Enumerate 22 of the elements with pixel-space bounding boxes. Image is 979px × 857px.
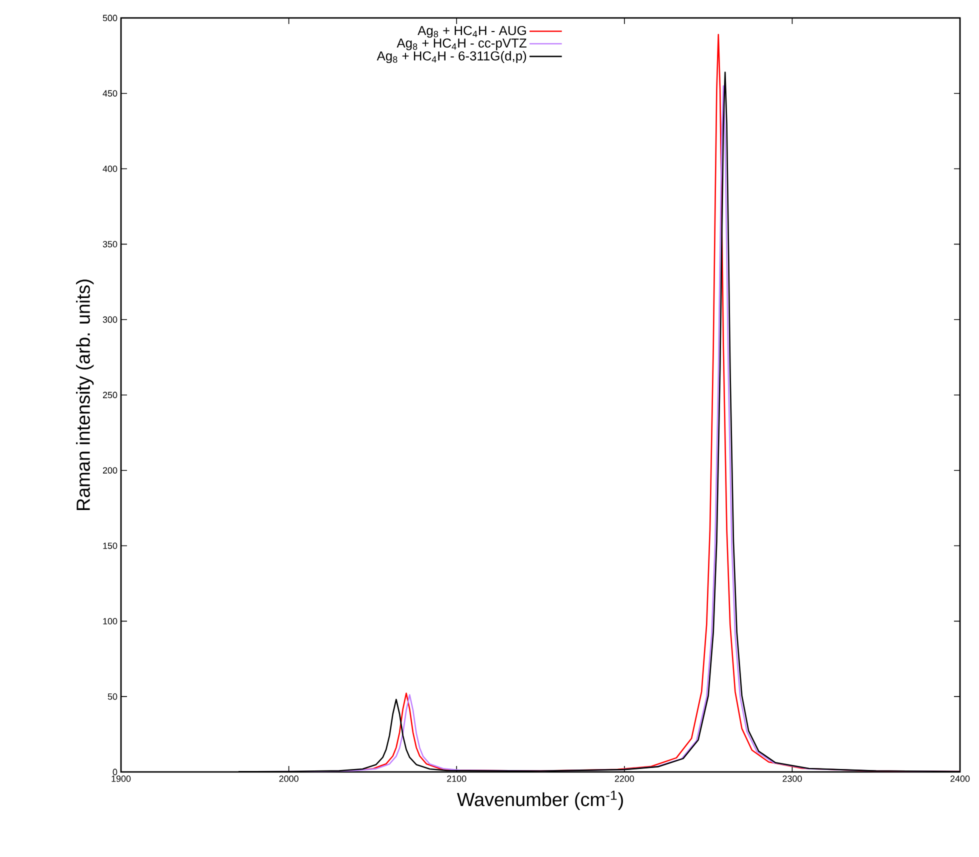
y-tick-label: 250 <box>102 392 118 398</box>
x-tick-label: 2100 <box>447 776 466 782</box>
y-tick-label: 150 <box>103 542 118 549</box>
y-tick-label: 400 <box>102 166 118 172</box>
y-axis-title: Raman intensity (arb. units) <box>76 280 94 510</box>
legend-label: Ag$_{8}$ + HC$_{4}$H - cc-pVTZ <box>396 38 526 50</box>
y-tick-label: 500 <box>102 14 118 22</box>
y-tick-label: 50 <box>108 693 118 700</box>
x-tick-label: 2000 <box>279 776 298 782</box>
y-tick-label: 350 <box>102 241 118 248</box>
y-tick-label: 450 <box>102 90 118 97</box>
y-tick-label: 300 <box>102 316 118 323</box>
legend-label: Ag$_{8}$ + HC$_{4}$H - AUG <box>418 26 526 38</box>
x-tick-label: 2400 <box>950 776 970 782</box>
x-tick-label: 1900 <box>112 776 131 782</box>
y-tick-label: 0 <box>112 768 118 776</box>
x-tick-label: 2300 <box>782 776 802 782</box>
x-tick-label: 2200 <box>614 776 634 782</box>
y-tick-label: 100 <box>103 618 118 624</box>
y-tick-label: 200 <box>102 467 118 474</box>
legend-label: Ag$_{8}$ + HC$_{4}$H - 6-311G(d,p) <box>376 50 526 64</box>
x-axis-title: Wavenumber (cm$^{-1}$) <box>456 790 623 810</box>
